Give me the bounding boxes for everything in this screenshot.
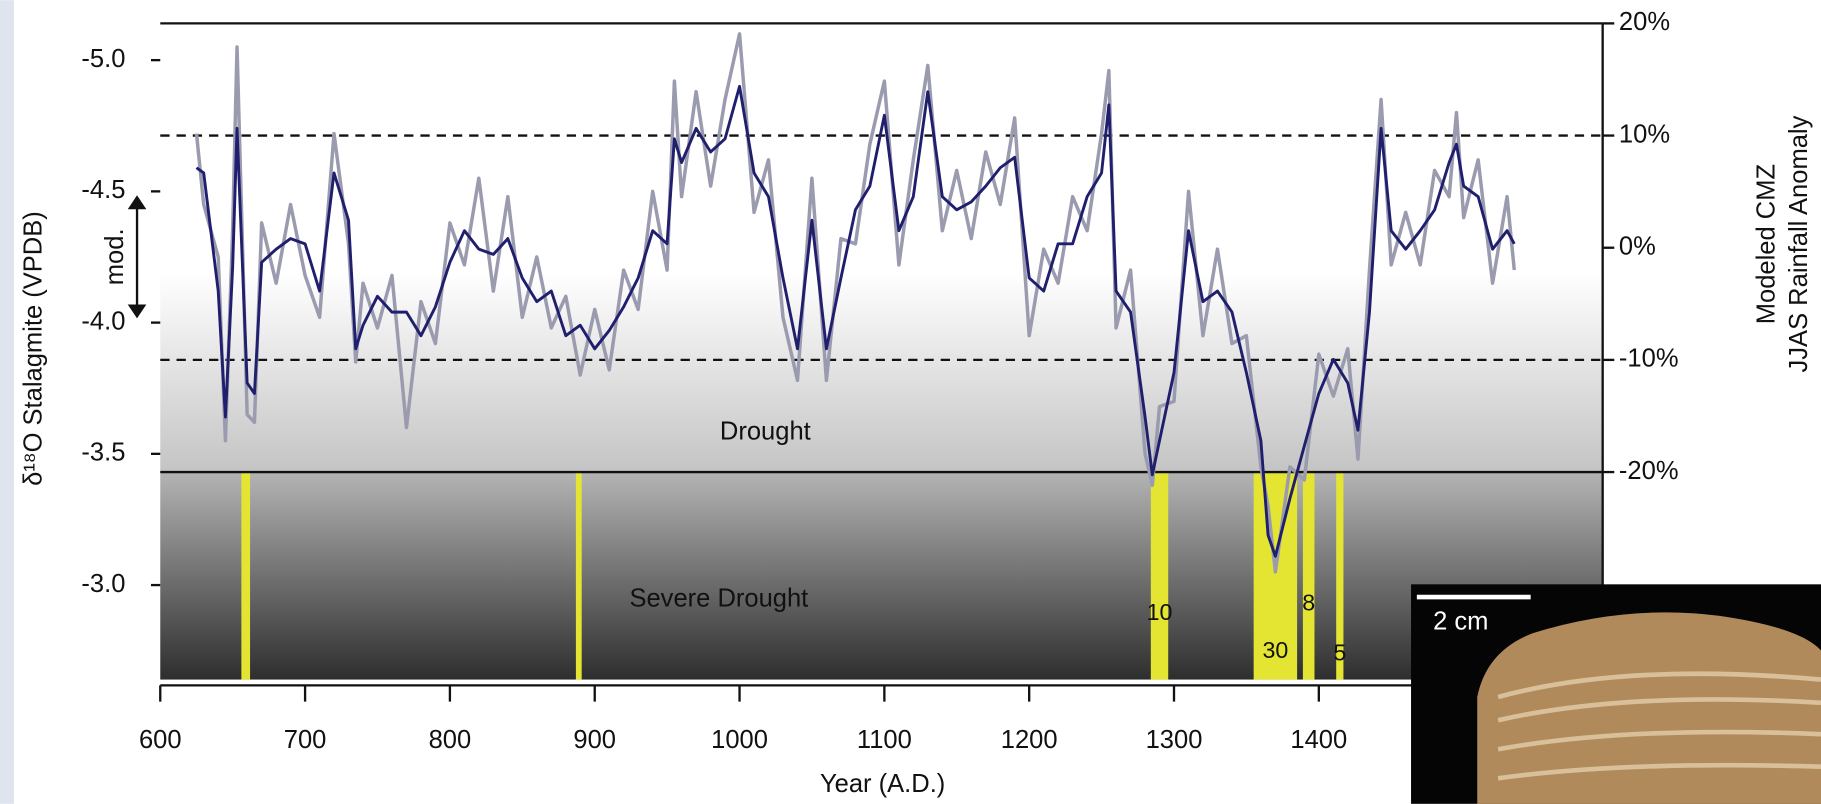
drought-duration: 5 — [1333, 640, 1346, 666]
drought-duration: 10 — [1147, 599, 1173, 625]
x-axis-label: Year (A.D.) — [820, 770, 945, 798]
y2-tick-label: 10% — [1619, 120, 1670, 148]
y-tick-label: -4.0 — [81, 307, 125, 335]
plot-area: 10 30 85 -5.0 -4.5 -4.0 -3.5 -3.0 20% 10% 0% -10% -2… — [81, 8, 1678, 754]
y-tick-label: -3.0 — [81, 570, 125, 598]
mod-label: mod. — [101, 228, 129, 285]
drought-duration: 8 — [1302, 590, 1315, 616]
y2-axis-label: Modeled CMZ — [1752, 164, 1780, 324]
drought-bar — [1150, 472, 1169, 680]
y-axis-label: δ¹⁸O Stalagmite (VPDB) — [20, 211, 48, 486]
drought-duration: 30 — [1262, 637, 1288, 663]
y-tick-label: -3.5 — [81, 439, 125, 467]
data-line — [194, 32, 1517, 574]
scale-label: 2 cm — [1433, 607, 1488, 635]
drought-bar — [1336, 472, 1344, 680]
x-tick-label: 1000 — [711, 726, 768, 754]
y2-tick-label: 0% — [1619, 232, 1656, 260]
x-tick-label: 1400 — [1290, 726, 1347, 754]
y2-tick-label: -10% — [1619, 345, 1679, 373]
data-line — [195, 84, 1516, 558]
background-zones: Drought Severe Drought — [160, 272, 1603, 680]
stalagmite-photo: 2 cm — [1411, 584, 1821, 804]
y2-tick-label: -20% — [1619, 457, 1679, 485]
x-tick-label: 1300 — [1146, 726, 1203, 754]
mod-arrow — [127, 195, 147, 319]
drought-bar — [1302, 472, 1315, 680]
severe-drought-zone — [160, 472, 1603, 680]
drought-bar — [241, 472, 251, 680]
y2-axis-label: JJAS Rainfall Anomaly — [1785, 115, 1813, 372]
y-tick-label: -4.5 — [81, 176, 125, 204]
zone-label: Severe Drought — [629, 585, 808, 613]
side-strip — [0, 0, 14, 804]
x-tick-label: 600 — [139, 726, 182, 754]
y-tick-label: -5.0 — [81, 45, 125, 73]
drought-zone — [160, 272, 1603, 473]
x-tick-label: 800 — [429, 726, 472, 754]
x-tick-label: 1200 — [1001, 726, 1058, 754]
y2-tick-label: 20% — [1619, 8, 1670, 36]
drought-bar — [575, 472, 582, 680]
x-tick-label: 900 — [573, 726, 616, 754]
x-tick-label: 1100 — [857, 726, 912, 754]
zone-label: Drought — [720, 417, 811, 445]
x-tick-label: 700 — [284, 726, 327, 754]
drought-bar — [1253, 472, 1298, 680]
